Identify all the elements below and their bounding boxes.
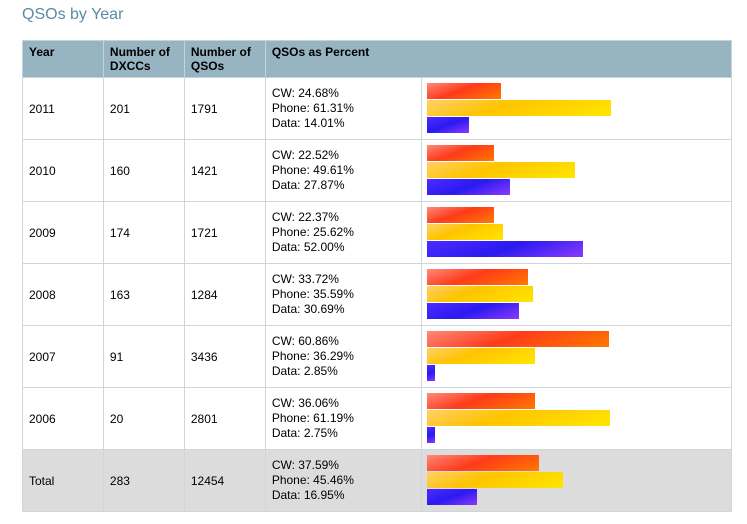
cw-percent-label: CW: 24.68% <box>271 86 339 100</box>
percent-text-cell: CW: 37.59% Phone: 45.46% Data: 16.95% <box>264 449 422 512</box>
phone-percent-label: Phone: 25.62% <box>271 225 354 239</box>
data-percent-label: Data: 30.69% <box>271 302 345 316</box>
phone-bar <box>426 348 536 364</box>
percent-bars-cell <box>420 325 733 388</box>
data-percent-label: Data: 16.95% <box>271 488 345 502</box>
qso-count-cell: 1791 <box>183 77 266 140</box>
year-cell: 2009 <box>22 201 104 264</box>
qso-table: Year Number of DXCCs Number of QSOs QSOs… <box>22 40 733 512</box>
year-cell: 2011 <box>22 77 104 140</box>
cw-bar <box>426 393 535 409</box>
percent-text-cell: CW: 36.06% Phone: 61.19% Data: 2.75% <box>264 387 422 450</box>
data-percent-label: Data: 27.87% <box>271 178 345 192</box>
data-bar <box>426 241 583 257</box>
cw-percent-label: CW: 60.86% <box>271 334 339 348</box>
percent-text-cell: CW: 24.68% Phone: 61.31% Data: 14.01% <box>264 77 422 140</box>
data-percent-label: Data: 2.75% <box>271 426 338 440</box>
qso-count-cell: 1721 <box>183 201 266 264</box>
percent-bars-cell <box>420 139 733 202</box>
phone-bar <box>426 410 611 426</box>
percent-text-cell: CW: 33.72% Phone: 35.59% Data: 30.69% <box>264 263 422 326</box>
qso-count-cell: 1421 <box>183 139 266 202</box>
table-row: 2010 160 1421 CW: 22.52% Phone: 49.61% Data: … <box>22 139 733 202</box>
table-row: 2006 20 2801 CW: 36.06% Phone: 61.19% Data: 2… <box>22 387 733 450</box>
year-cell: 2006 <box>22 387 104 450</box>
data-bar <box>426 303 519 319</box>
dxcc-count-cell: 174 <box>102 201 185 264</box>
table-row: 2011 201 1791 CW: 24.68% Phone: 61.31% Data: … <box>22 77 733 140</box>
year-cell: 2007 <box>22 325 104 388</box>
phone-percent-label: Phone: 61.31% <box>271 101 354 115</box>
dxcc-count-cell: 20 <box>102 387 185 450</box>
phone-bar <box>426 472 563 488</box>
cw-bar <box>426 455 540 471</box>
dxcc-count-cell: 160 <box>102 139 185 202</box>
data-bar <box>426 365 436 381</box>
phone-percent-label: Phone: 61.19% <box>271 411 354 425</box>
data-bar <box>426 117 469 133</box>
header-percent: QSOs as Percent <box>264 40 733 78</box>
year-cell: 2010 <box>22 139 104 202</box>
total-row: Total 283 12454 CW: 37.59% Phone: 45.46% Data… <box>22 449 733 512</box>
percent-bars-cell <box>420 263 733 326</box>
data-bar <box>426 427 435 443</box>
header-dxccs: Number of DXCCs <box>102 40 185 78</box>
header-qsos: Number of QSOs <box>183 40 266 78</box>
dxcc-count-cell: 163 <box>102 263 185 326</box>
cw-bar <box>426 331 610 347</box>
page-title: QSOs by Year <box>22 6 124 23</box>
percent-text-cell: CW: 22.37% Phone: 25.62% Data: 52.00% <box>264 201 422 264</box>
cw-bar <box>426 145 495 161</box>
header-year: Year <box>22 40 104 78</box>
phone-bar <box>426 100 611 116</box>
year-cell: Total <box>22 449 104 512</box>
cw-bar <box>426 207 494 223</box>
year-cell: 2008 <box>22 263 104 326</box>
data-bar <box>426 489 478 505</box>
cw-bar <box>426 83 501 99</box>
phone-percent-label: Phone: 36.29% <box>271 349 354 363</box>
percent-bars-cell <box>420 387 733 450</box>
percent-text-cell: CW: 60.86% Phone: 36.29% Data: 2.85% <box>264 325 422 388</box>
qso-count-cell: 2801 <box>183 387 266 450</box>
dxcc-count-cell: 91 <box>102 325 185 388</box>
cw-percent-label: CW: 22.37% <box>271 210 339 224</box>
data-percent-label: Data: 14.01% <box>271 116 345 130</box>
data-bar <box>426 179 511 195</box>
phone-bar <box>426 224 504 240</box>
cw-percent-label: CW: 37.59% <box>271 458 339 472</box>
header-row: Year Number of DXCCs Number of QSOs QSOs… <box>22 40 733 78</box>
phone-bar <box>426 162 576 178</box>
cw-percent-label: CW: 36.06% <box>271 396 339 410</box>
phone-bar <box>426 286 534 302</box>
cw-percent-label: CW: 33.72% <box>271 272 339 286</box>
cw-percent-label: CW: 22.52% <box>271 148 339 162</box>
qso-count-cell: 3436 <box>183 325 266 388</box>
table-row: 2007 91 3436 CW: 60.86% Phone: 36.29% Data: 2… <box>22 325 733 388</box>
percent-bars-cell <box>420 77 733 140</box>
data-percent-label: Data: 52.00% <box>271 240 345 254</box>
table-row: 2008 163 1284 CW: 33.72% Phone: 35.59% Data: … <box>22 263 733 326</box>
phone-percent-label: Phone: 35.59% <box>271 287 354 301</box>
percent-bars-cell <box>420 201 733 264</box>
table-row: 2009 174 1721 CW: 22.37% Phone: 25.62% Data: … <box>22 201 733 264</box>
dxcc-count-cell: 201 <box>102 77 185 140</box>
data-percent-label: Data: 2.85% <box>271 364 338 378</box>
percent-text-cell: CW: 22.52% Phone: 49.61% Data: 27.87% <box>264 139 422 202</box>
dxcc-count-cell: 283 <box>102 449 185 512</box>
phone-percent-label: Phone: 45.46% <box>271 473 354 487</box>
phone-percent-label: Phone: 49.61% <box>271 163 354 177</box>
percent-bars-cell <box>420 449 733 512</box>
qso-count-cell: 1284 <box>183 263 266 326</box>
cw-bar <box>426 269 528 285</box>
qso-count-cell: 12454 <box>183 449 266 512</box>
